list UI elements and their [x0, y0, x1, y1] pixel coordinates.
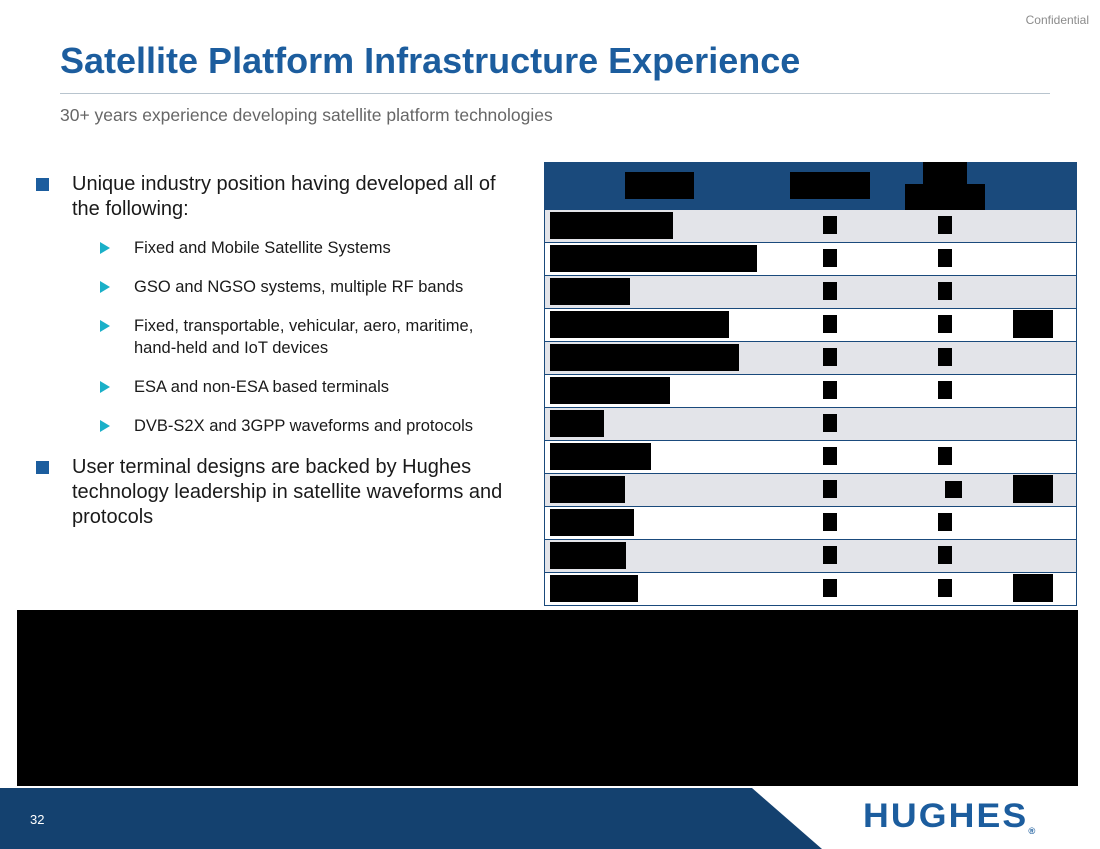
- redacted-mark: [938, 282, 952, 300]
- redacted-cell: [1013, 574, 1053, 602]
- redacted-mark: [938, 348, 952, 366]
- page-subtitle: 30+ years experience developing satellit…: [60, 105, 553, 125]
- table-row: [544, 474, 1077, 507]
- redacted-header-cell: [905, 184, 985, 210]
- table-row: [544, 573, 1077, 606]
- sub-bullet-item: GSO and NGSO systems, multiple RF bands: [34, 276, 474, 298]
- bullet-item: Unique industry position having develope…: [34, 172, 504, 222]
- redacted-mark: [823, 579, 837, 597]
- redacted-mark: [823, 513, 837, 531]
- table-row: [544, 408, 1077, 441]
- redacted-mark: [938, 216, 952, 234]
- redacted-mark: [823, 546, 837, 564]
- sub-bullet-text: Fixed, transportable, vehicular, aero, m…: [134, 317, 474, 357]
- redacted-mark: [823, 447, 837, 465]
- redacted-mark: [823, 216, 837, 234]
- bullet-text: User terminal designs are backed by Hugh…: [72, 456, 503, 528]
- logo-wordmark: HUGHES: [863, 797, 1029, 835]
- table-row: [544, 210, 1077, 243]
- redacted-cell: [550, 245, 757, 272]
- sub-bullet-text: GSO and NGSO systems, multiple RF bands: [134, 278, 464, 296]
- redacted-cell: [550, 443, 651, 470]
- redacted-cell: [550, 311, 729, 338]
- redacted-mark: [938, 579, 952, 597]
- triangle-bullet-icon: [100, 242, 110, 254]
- redacted-cell: [550, 344, 739, 371]
- hughes-logo: HUGHES®: [863, 797, 1035, 836]
- redacted-mark: [938, 447, 952, 465]
- redacted-mark: [938, 513, 952, 531]
- sub-bullet-item: ESA and non-ESA based terminals: [34, 376, 474, 398]
- redacted-mark: [938, 249, 952, 267]
- bullet-list: Unique industry position having develope…: [34, 172, 504, 530]
- page-number: 32: [30, 812, 45, 827]
- redacted-mark: [823, 282, 837, 300]
- sub-bullet-text: DVB-S2X and 3GPP waveforms and protocols: [134, 417, 474, 435]
- table-row: [544, 540, 1077, 573]
- triangle-bullet-icon: [100, 281, 110, 293]
- sub-bullet-item: Fixed, transportable, vehicular, aero, m…: [34, 315, 474, 359]
- table-header: [544, 162, 1077, 210]
- redacted-cell: [1013, 475, 1053, 503]
- title-divider: [60, 93, 1050, 94]
- redacted-header-cell: [923, 162, 967, 186]
- redacted-cell: [550, 575, 638, 602]
- triangle-bullet-icon: [100, 320, 110, 332]
- redacted-mark: [823, 381, 837, 399]
- footer-navy-shape: [0, 788, 822, 849]
- redacted-mark: [938, 546, 952, 564]
- redacted-cell: [550, 476, 625, 503]
- table-row: [544, 507, 1077, 540]
- sub-bullet-item: Fixed and Mobile Satellite Systems: [34, 237, 474, 259]
- triangle-bullet-icon: [100, 420, 110, 432]
- redacted-cell: [550, 410, 604, 437]
- redacted-header-cell: [790, 172, 870, 199]
- redacted-content-block: [17, 610, 1078, 786]
- redacted-mark: [938, 381, 952, 399]
- sub-bullet-item: DVB-S2X and 3GPP waveforms and protocols: [34, 415, 474, 437]
- capability-table: [544, 162, 1077, 608]
- redacted-mark: [823, 315, 837, 333]
- redacted-cell: [1013, 310, 1053, 338]
- registered-mark: ®: [1028, 826, 1036, 836]
- table-row: [544, 243, 1077, 276]
- redacted-cell: [550, 542, 626, 569]
- redacted-cell: [550, 212, 673, 239]
- square-bullet-icon: [36, 178, 49, 191]
- sub-bullet-text: Fixed and Mobile Satellite Systems: [134, 239, 391, 257]
- redacted-cell: [550, 278, 630, 305]
- table-row: [544, 342, 1077, 375]
- bullet-item: User terminal designs are backed by Hugh…: [34, 455, 504, 530]
- redacted-mark: [823, 249, 837, 267]
- redacted-cell: [550, 377, 670, 404]
- redacted-mark: [945, 481, 962, 498]
- page-title: Satellite Platform Infrastructure Experi…: [60, 40, 801, 81]
- redacted-header-cell: [625, 172, 694, 199]
- table-row: [544, 309, 1077, 342]
- redacted-mark: [823, 348, 837, 366]
- footer-band: [0, 788, 822, 849]
- redacted-mark: [938, 315, 952, 333]
- table-row: [544, 375, 1077, 408]
- redacted-mark: [823, 480, 837, 498]
- square-bullet-icon: [36, 461, 49, 474]
- table-row: [544, 441, 1077, 474]
- redacted-cell: [550, 509, 634, 536]
- bullet-text: Unique industry position having develope…: [72, 173, 496, 220]
- table-row: [544, 276, 1077, 309]
- confidential-label: Confidential: [1025, 13, 1089, 27]
- sub-bullet-text: ESA and non-ESA based terminals: [134, 378, 389, 396]
- redacted-mark: [823, 414, 837, 432]
- triangle-bullet-icon: [100, 381, 110, 393]
